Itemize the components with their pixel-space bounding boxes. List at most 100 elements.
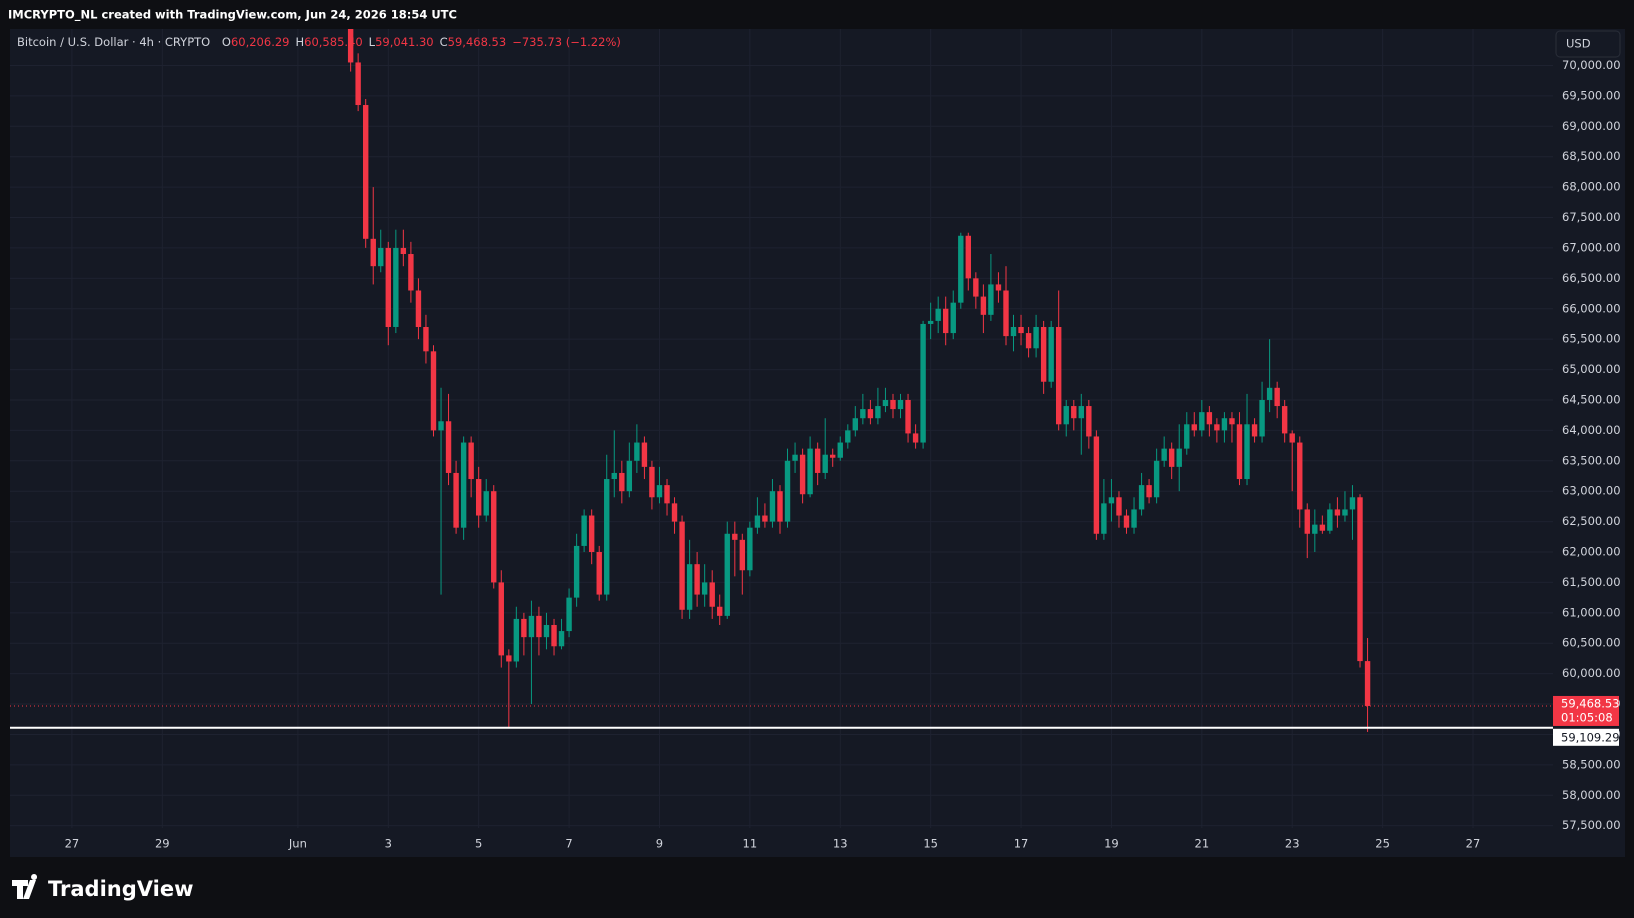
- candle-body: [438, 421, 444, 431]
- candle-body: [400, 247, 407, 255]
- candle-body: [769, 491, 776, 522]
- candle-body: [1116, 497, 1122, 516]
- candle-body: [566, 597, 572, 632]
- candle-body: [950, 302, 956, 334]
- candle-body: [1123, 515, 1130, 528]
- candle-body: [370, 238, 376, 267]
- candle-body: [724, 533, 730, 616]
- candle-body: [1146, 485, 1152, 498]
- candle-body: [611, 472, 617, 480]
- candle-body: [965, 235, 971, 279]
- y-tick-label: 60,000.00: [1562, 666, 1621, 680]
- candle-body: [378, 247, 384, 267]
- candle-body: [596, 552, 602, 595]
- candle-body: [1040, 326, 1047, 382]
- candle-body: [1093, 436, 1100, 534]
- y-tick-label: 67,000.00: [1562, 240, 1621, 254]
- candle-body: [415, 290, 422, 327]
- candle-body: [1168, 448, 1175, 467]
- candle-body: [581, 515, 587, 546]
- logo-icon: [12, 874, 38, 899]
- candle-body: [1357, 497, 1363, 662]
- candle-body: [573, 545, 580, 598]
- x-tick-label: 3: [385, 837, 392, 851]
- candle-body: [958, 235, 964, 303]
- candle-body: [912, 433, 919, 443]
- currency-label: USD: [1566, 37, 1591, 51]
- candle-body: [445, 421, 452, 473]
- candle-body: [837, 442, 843, 458]
- credit: IMCRYPTO_NL created with TradingView.com…: [8, 8, 457, 23]
- y-tick-label: 69,500.00: [1562, 88, 1621, 102]
- candle-body: [973, 278, 979, 297]
- candle-body: [694, 564, 700, 595]
- x-tick-label: 25: [1375, 837, 1390, 851]
- candle-body: [845, 430, 851, 443]
- y-tick-label: 57,500.00: [1562, 818, 1621, 832]
- ohlc-name: L: [369, 35, 376, 49]
- candle-body: [430, 351, 437, 431]
- y-tick-label: 62,000.00: [1562, 545, 1621, 559]
- candle-body: [1018, 326, 1024, 334]
- y-tick-label: 63,500.00: [1562, 453, 1621, 467]
- candle-body: [980, 296, 987, 315]
- y-tick-label: 62,500.00: [1562, 514, 1621, 528]
- candle-body: [1289, 433, 1295, 443]
- x-tick-label: 27: [1466, 837, 1481, 851]
- y-tick-label: 61,500.00: [1562, 575, 1621, 589]
- countdown-label: 01:05:08: [1561, 710, 1613, 724]
- candle-body: [709, 582, 715, 607]
- candle-body: [822, 454, 828, 473]
- x-tick-label: 21: [1195, 837, 1210, 851]
- candle-body: [1229, 418, 1235, 425]
- candle-body: [935, 308, 941, 321]
- price-tag-label: 59,468.53: [1561, 696, 1620, 710]
- candle-body: [875, 406, 881, 419]
- ohlc-name: O: [222, 35, 231, 49]
- candle-body: [664, 485, 670, 504]
- candle-body: [1259, 399, 1265, 437]
- y-tick-label: 58,500.00: [1562, 757, 1621, 771]
- candle-body: [1349, 497, 1356, 510]
- candle-body: [1048, 326, 1054, 382]
- candle-body: [905, 399, 911, 434]
- candles: [347, 29, 1371, 732]
- candle-body: [1266, 387, 1273, 400]
- candle-body: [1236, 424, 1243, 480]
- candle-body: [362, 105, 369, 239]
- y-tick-label: 70,000.00: [1562, 58, 1621, 72]
- candle-body: [686, 564, 693, 610]
- candle-body: [897, 399, 904, 410]
- x-tick-label: 17: [1014, 837, 1029, 851]
- candle-body: [1327, 509, 1333, 531]
- candle-body: [385, 247, 391, 327]
- candle-body: [784, 460, 791, 522]
- currency-button[interactable]: [1555, 30, 1621, 58]
- candle-body: [1055, 326, 1062, 425]
- candle-body: [1003, 290, 1009, 337]
- symbol: Bitcoin / U.S. Dollar · 4h · CRYPTO: [17, 35, 210, 49]
- candle-body: [792, 454, 798, 461]
- candle-body: [1214, 424, 1220, 431]
- logo: TradingView: [12, 874, 193, 901]
- candle-body: [588, 515, 595, 553]
- candle-body: [717, 606, 723, 616]
- candle-body: [1199, 412, 1205, 431]
- candle-body: [671, 503, 678, 522]
- y-tick-label: 68,500.00: [1562, 149, 1621, 163]
- candle-body: [1297, 442, 1303, 510]
- candle-body: [604, 479, 610, 595]
- y-tick-label: 67,500.00: [1562, 210, 1621, 224]
- candle-body: [491, 491, 497, 583]
- candle-body: [551, 624, 557, 647]
- candle-body: [1108, 497, 1115, 504]
- candle-body: [777, 491, 783, 522]
- logo-text: TradingView: [48, 877, 193, 901]
- candle-body: [543, 624, 550, 638]
- candle-body: [641, 442, 648, 467]
- candle-body: [626, 460, 633, 492]
- candle-body: [1063, 406, 1069, 425]
- x-tick-label: 11: [743, 837, 758, 851]
- candle-body: [656, 485, 663, 498]
